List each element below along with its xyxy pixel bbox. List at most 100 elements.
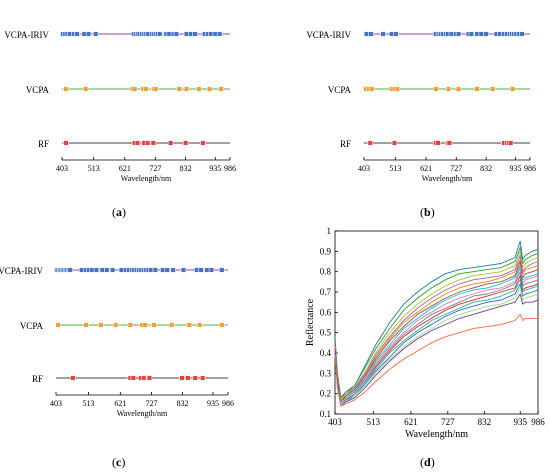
selected-marker [445,86,452,92]
row-vcpa: VCPA [26,85,230,95]
x-tick-label: 935 [207,399,219,408]
selected-marker [185,375,191,381]
x-tick-label: 403 [56,164,68,173]
selected-marker [186,322,193,328]
selected-marker [507,140,514,146]
spectrum-line-6 [334,261,539,403]
caption-b: (b) [420,205,435,219]
y-tick-label: 1 [327,226,332,236]
selected-marker [198,267,204,273]
x-axis-title: Wavelength/nm [422,174,473,183]
y-tick-label: 0.8 [320,267,332,277]
selected-marker [380,31,386,37]
selected-marker [206,86,213,92]
selected-marker [118,267,125,273]
selected-marker [104,267,110,273]
x-tick-label: 403 [358,164,370,173]
selected-marker [85,31,92,37]
panel-a: VCPA-IRIV VCPA RF 403 513 621 727 832 935 986 Wave… [4,30,236,183]
selected-marker [142,322,148,328]
selected-marker [127,322,134,328]
selected-marker [219,322,225,328]
row-label: VCPA-IRIV [306,30,351,40]
caption-c: (c) [112,455,126,469]
selected-marker [196,322,203,328]
x-tick-label: 727 [149,164,161,173]
selected-marker [150,140,157,146]
plot-frame [334,230,539,415]
selected-marker [199,375,206,381]
row-vcpa: VCPA [328,85,530,95]
selected-marker [148,267,154,273]
x-tick-label: 727 [441,417,455,427]
x-tick-label: 832 [478,417,492,427]
selected-marker [218,86,224,92]
x-tick-label: 832 [480,164,492,173]
row-label: RF [340,139,351,149]
spectrum-line-9 [334,271,539,403]
selected-marker [164,267,170,273]
row-rf: RF [32,374,228,384]
selected-marker [112,322,119,328]
selected-marker [180,267,187,273]
panel-b: VCPA-IRIV VCPA RF 403 513 621 727 832 935 986 Wave… [306,30,536,183]
selected-marker [173,31,180,37]
selected-marker [393,31,399,37]
selected-marker [131,86,138,92]
y-tick-label: 0.6 [320,307,332,317]
x-tick-label: 986 [531,417,545,427]
selected-marker [519,31,525,37]
selected-marker [200,140,206,146]
selected-marker [435,140,441,146]
x-tick-label: 986 [524,164,536,173]
x-tick-label: 727 [146,399,158,408]
row-label: VCPA [26,85,50,95]
spectrum-line-3 [334,250,539,401]
selected-marker [391,140,398,146]
spectrum-line-1 [334,240,539,399]
caption-a: (a) [112,205,126,219]
spectrum-line-12 [334,283,539,405]
x-tick-label: 621 [404,417,418,427]
y-axis: 0.1 0.2 0.3 0.4 0.5 0.6 0.7 0.8 0.9 1 Reflectance [305,226,338,419]
spectrum-line-11 [334,279,539,405]
row-label: RF [32,374,43,384]
x-tick-label: 513 [389,164,401,173]
selected-marker [474,86,480,92]
spectrum-line-14 [334,293,539,407]
selected-marker [67,267,73,273]
selected-marker [468,31,475,37]
selected-marker [144,140,151,146]
selected-marker [455,86,462,92]
row-label: VCPA [20,321,44,331]
selected-marker [63,140,69,146]
x-tick-label: 986 [224,164,236,173]
x-axis-title: Wavelength/nm [121,174,172,183]
x-axis-title: Wavelength/nm [117,409,168,418]
selected-marker [433,86,439,92]
selected-marker [483,31,489,37]
selected-marker [478,31,485,37]
selected-marker [489,86,496,92]
selected-marker [63,86,69,92]
selected-marker [368,31,374,37]
row-rf: RF [38,139,230,149]
selected-marker [152,267,159,273]
selected-marker [83,322,89,328]
row-vcpa-iriv: VCPA-IRIV [306,30,530,40]
row-label: VCPA [328,85,352,95]
y-tick-label: 0.9 [320,246,332,256]
selected-marker [446,140,453,146]
row-rf: RF [340,139,530,149]
selected-marker [89,267,95,273]
x-tick-label: 513 [88,164,100,173]
row-label: VCPA-IRIV [0,266,43,276]
spectra-lines [334,240,539,407]
y-tick-label: 0.3 [320,368,332,378]
selected-marker [168,322,175,328]
selected-marker [367,140,373,146]
